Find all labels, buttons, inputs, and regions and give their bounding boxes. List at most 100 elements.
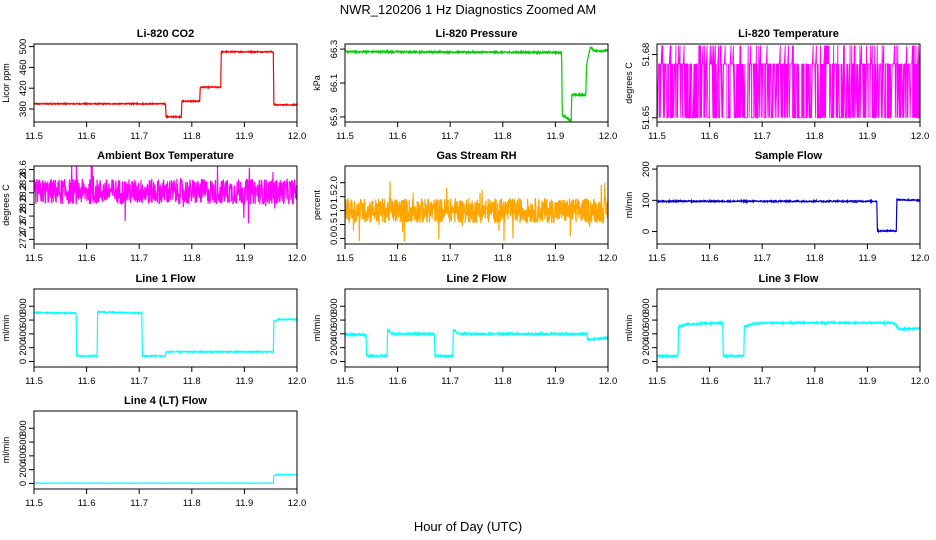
y-tick-label: 28.4: [18, 172, 29, 191]
x-tick-label: 12.0: [288, 131, 307, 142]
y-tick-label: 0: [18, 359, 29, 364]
y-tick-label: 2.0: [329, 176, 340, 189]
chart-panel-6: Sample Flow 11.5 11.6 11.7 11.8 11.9 12.0 0 100 2…: [624, 150, 929, 264]
chart-panel-9: Line 3 Flow 11.5 11.6 11.7 11.8 11.9 12.0 0 2004…: [624, 273, 929, 387]
x-tick-label: 11.9: [859, 253, 877, 264]
y-tick-label: 0: [641, 359, 652, 364]
panel-title: Gas Stream RH: [436, 150, 516, 162]
x-tick-label: 11.5: [25, 131, 43, 142]
y-tick-label: 27.8: [18, 207, 29, 226]
y-tick-label: 66.3: [329, 40, 340, 59]
x-tick-label: 12.0: [288, 253, 307, 264]
x-tick-label: 11.9: [547, 253, 565, 264]
y-axis-label: percent: [312, 189, 322, 220]
x-tick-label: 11.5: [648, 376, 666, 387]
x-tick-label: 11.7: [441, 131, 459, 142]
series-line: [34, 310, 297, 358]
x-tick-label: 12.0: [599, 376, 618, 387]
y-tick-label: 0: [18, 481, 29, 486]
x-tick-label: 12.0: [288, 498, 307, 509]
x-tick-label: 12.0: [911, 253, 930, 264]
y-tick-label: 200: [329, 340, 340, 356]
x-tick-label: 11.9: [236, 498, 254, 509]
y-tick-label: 400: [18, 326, 29, 342]
y-tick-label: 1.0: [329, 204, 340, 217]
x-tick-label: 11.5: [25, 498, 43, 509]
figure-x-axis-label: Hour of Day (UTC): [414, 519, 522, 534]
chart-panel-10: Line 4 (LT) Flow 11.5 11.6 11.7 11.8 11.9 12.0…: [1, 395, 306, 509]
y-tick-label: 600: [18, 434, 29, 450]
x-tick-label: 11.6: [389, 376, 407, 387]
x-tick-label: 11.8: [806, 376, 824, 387]
y-tick-label: 1.5: [329, 190, 340, 203]
y-axis-label: Licor ppm: [1, 63, 11, 103]
y-axis-label: kPa: [312, 75, 322, 91]
y-tick-label: 600: [641, 312, 652, 328]
panel-title: Line 4 (LT) Flow: [124, 395, 207, 407]
y-axis-label: ml/min: [312, 315, 322, 342]
plot-frame: [344, 165, 609, 245]
x-tick-label: 11.9: [859, 376, 877, 387]
x-tick-label: 11.6: [389, 131, 407, 142]
chart-panel-8: Line 2 Flow 11.5 11.6 11.7 11.8 11.9 12.0 0 2004…: [312, 273, 617, 387]
y-tick-label: 500: [18, 39, 29, 55]
x-tick-label: 11.6: [701, 131, 719, 142]
figure-title: NWR_120206 1 Hz Diagnostics Zoomed AM: [340, 2, 597, 17]
x-tick-label: 11.9: [859, 131, 877, 142]
y-tick-label: 28.6: [18, 160, 29, 179]
y-tick-label: 600: [329, 312, 340, 328]
x-tick-label: 12.0: [288, 376, 307, 387]
y-tick-label: 800: [641, 298, 652, 314]
x-tick-label: 11.5: [25, 376, 43, 387]
y-axis-label: ml/min: [624, 192, 634, 219]
y-tick-label: 200: [641, 161, 652, 177]
x-tick-label: 11.7: [130, 131, 148, 142]
plot-frame: [656, 165, 921, 245]
x-tick-label: 11.5: [336, 253, 354, 264]
plot-frame: [656, 43, 921, 123]
x-tick-label: 11.8: [183, 253, 201, 264]
y-tick-label: 800: [329, 298, 340, 314]
chart-panel-3: Li-820 Temperature 11.5 11.6 11.7 11.8 11.9 12…: [624, 28, 929, 142]
chart-panel-7: Line 1 Flow 11.5 11.6 11.7 11.8 11.9 12.0 0 2004…: [1, 273, 306, 387]
y-tick-label: 400: [329, 326, 340, 342]
panel-title: Line 3 Flow: [759, 273, 819, 285]
y-tick-label: 600: [18, 312, 29, 328]
plot-frame: [344, 43, 609, 123]
plot-frame: [33, 288, 298, 368]
x-tick-label: 11.7: [753, 253, 771, 264]
x-tick-label: 11.7: [753, 376, 771, 387]
x-tick-label: 11.9: [236, 376, 254, 387]
x-tick-label: 11.8: [183, 131, 201, 142]
panel-grid: Li-820 CO2 11.5 11.6 11.7 11.8 11.9 12.0 380 420…: [1, 28, 929, 509]
chart-panel-4: Ambient Box Temperature 11.5 11.6 11.7 11.8 1…: [1, 150, 306, 264]
series-line: [34, 49, 297, 120]
y-tick-label: 0.5: [329, 218, 340, 231]
y-tick-label: 28.0: [18, 195, 29, 214]
y-tick-label: 27.4: [18, 230, 29, 249]
y-tick-label: 380: [18, 101, 29, 117]
x-tick-label: 11.6: [78, 376, 96, 387]
y-axis-label: degrees C: [1, 184, 11, 226]
x-tick-label: 11.6: [78, 253, 96, 264]
x-tick-label: 11.6: [389, 253, 407, 264]
panel-title: Line 1 Flow: [136, 273, 196, 285]
x-tick-label: 11.5: [25, 253, 43, 264]
x-tick-label: 11.7: [130, 498, 148, 509]
x-tick-label: 11.7: [441, 376, 459, 387]
plot-frame: [33, 43, 298, 123]
x-tick-label: 11.6: [78, 131, 96, 142]
x-tick-label: 11.7: [130, 253, 148, 264]
series-line: [657, 45, 920, 119]
x-tick-label: 11.8: [183, 376, 201, 387]
x-tick-label: 11.8: [494, 131, 512, 142]
plot-frame: [656, 288, 921, 368]
panel-title: Sample Flow: [755, 150, 823, 162]
y-tick-label: 460: [18, 59, 29, 75]
x-tick-label: 12.0: [599, 131, 618, 142]
x-tick-label: 11.6: [78, 498, 96, 509]
panel-title: Ambient Box Temperature: [97, 150, 234, 162]
x-tick-label: 11.8: [183, 498, 201, 509]
series-line: [657, 197, 920, 234]
